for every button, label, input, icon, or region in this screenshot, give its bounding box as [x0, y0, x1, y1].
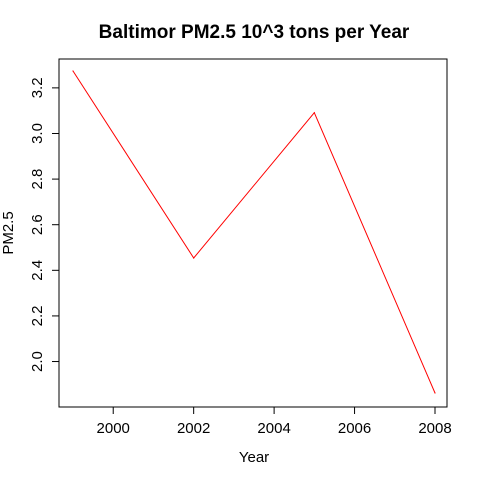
- y-axis-label: PM2.5: [0, 211, 17, 254]
- y-tick-label: 3.2: [29, 77, 46, 98]
- y-tick-label: 2.6: [29, 214, 46, 235]
- x-tick-label: 2006: [338, 420, 371, 437]
- series-line: [72, 70, 436, 394]
- x-tick-label: 2002: [177, 420, 210, 437]
- chart-title: Baltimor PM2.5 10^3 tons per Year: [99, 22, 410, 43]
- data-point: [72, 70, 74, 72]
- data-point: [193, 257, 195, 259]
- plot-frame: [58, 58, 448, 408]
- x-tick-label: 2004: [257, 420, 290, 437]
- y-tick-label: 2.8: [29, 169, 46, 190]
- y-tick-label: 2.2: [29, 305, 46, 326]
- data-point: [313, 112, 315, 114]
- data-point: [434, 392, 436, 394]
- x-tick-label: 2000: [97, 420, 130, 437]
- series-group: [72, 70, 436, 394]
- y-axis: 2.0 2.2 2.4 2.6 2.8 3.0 3.2: [29, 77, 59, 372]
- x-axis-label: Year: [239, 449, 269, 466]
- y-tick-label: 2.4: [29, 260, 46, 281]
- y-tick-label: 3.0: [29, 123, 46, 144]
- x-axis: 2000 2002 2004 2006 2008: [97, 407, 452, 437]
- y-tick-label: 2.0: [29, 351, 46, 372]
- x-tick-label: 2008: [418, 420, 451, 437]
